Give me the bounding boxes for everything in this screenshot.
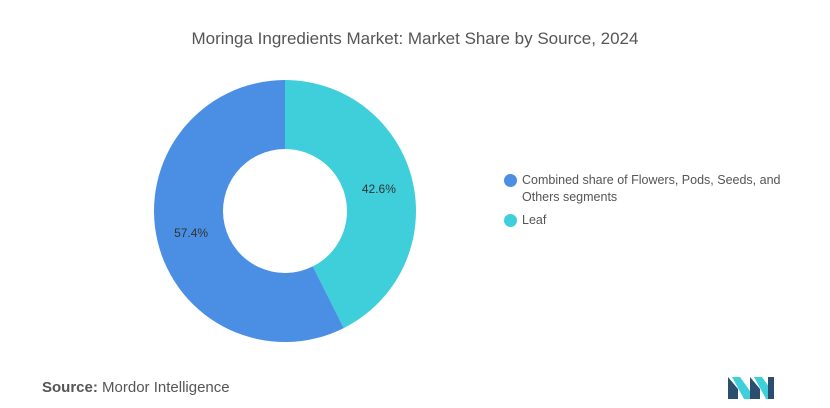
legend-item-leaf: Leaf (504, 212, 804, 229)
chart-title: Moringa Ingredients Market: Market Share… (191, 29, 639, 48)
mordor-intelligence-logo-icon (728, 377, 774, 399)
legend-item-combined: Combined share of Flowers, Pods, Seeds, … (504, 172, 804, 206)
slice-label-leaf: 42.6% (362, 182, 396, 196)
slice-leaf (285, 80, 416, 329)
chart-legend: Combined share of Flowers, Pods, Seeds, … (504, 172, 804, 235)
source-name: Mordor Intelligence (102, 379, 230, 396)
legend-label-leaf: Leaf (522, 213, 547, 227)
legend-swatch-combined (504, 174, 517, 187)
source-label: Source: (42, 379, 98, 396)
slice-label-combined: 57.4% (174, 226, 208, 240)
legend-label-combined: Combined share of Flowers, Pods, Seeds, … (522, 173, 781, 204)
legend-swatch-leaf (504, 214, 517, 227)
source-line: Source: Mordor Intelligence (42, 379, 230, 396)
slice-combined (153, 80, 344, 342)
